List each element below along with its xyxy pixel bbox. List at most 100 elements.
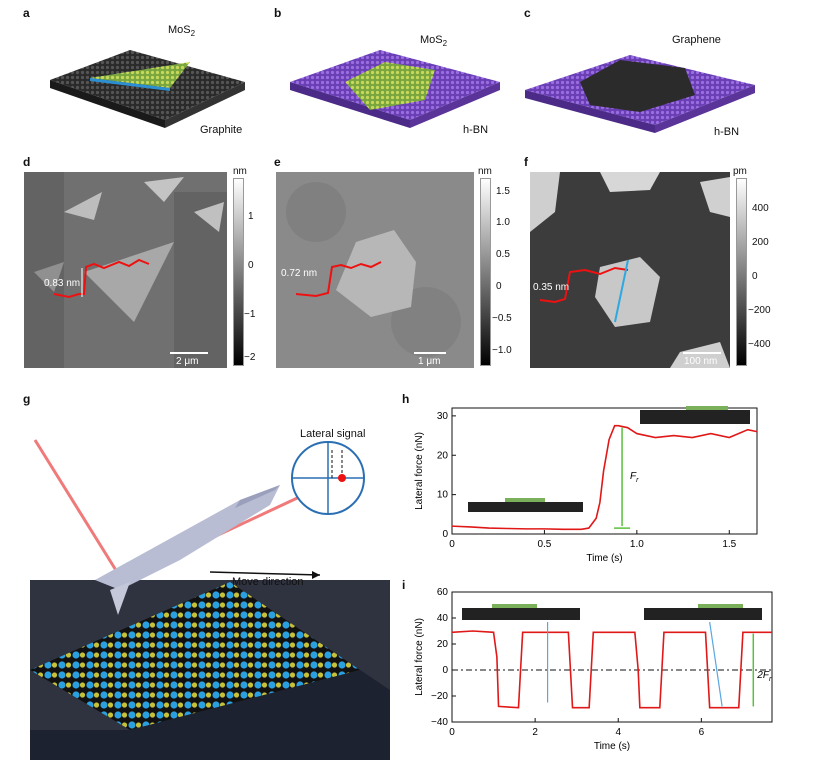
panel-e-afm-image xyxy=(276,172,474,368)
y-tick-label: 0 xyxy=(442,529,448,540)
panel-e-tick-4: −0.5 xyxy=(492,313,512,324)
panel-d-scale-text: 2 μm xyxy=(176,356,199,367)
panel-b-hbn-label: h-BN xyxy=(463,124,489,136)
panel-f-height-profile xyxy=(539,259,629,323)
panel-label-e: e xyxy=(274,155,281,169)
panel-c-graphene-label: Graphene xyxy=(672,34,721,46)
series-line xyxy=(451,424,758,531)
panel-d-tick-0: 1 xyxy=(248,211,254,222)
series-line xyxy=(451,630,772,709)
panel-h-chart: 0 0.5 1.0 1.5 0 10 20 30 Time (s) Lateral force (… xyxy=(414,406,758,564)
substrate-left xyxy=(462,608,580,620)
panel-e-tick-2: 0.5 xyxy=(496,249,510,260)
x-axis-label: Time (s) xyxy=(594,741,630,752)
panel-f-afm-image xyxy=(530,172,730,368)
panel-e-tick-5: −1.0 xyxy=(492,345,512,356)
panel-e-tick-1: 1.0 xyxy=(496,217,510,228)
panel-f-colorbar xyxy=(736,178,747,366)
x-tick-label: 4 xyxy=(615,727,621,738)
mos2-text-b: MoS xyxy=(420,34,443,46)
panel-d-colorbar-unit: nm xyxy=(233,166,247,177)
panel-label-g: g xyxy=(23,392,31,406)
substrate-after xyxy=(640,410,750,424)
panel-d-height-profile xyxy=(53,258,150,299)
force-label: Fr xyxy=(630,471,639,484)
panel-e-scale-text: 1 μm xyxy=(418,356,441,367)
panel-b-illustration xyxy=(275,20,515,140)
panel-label-c: c xyxy=(524,6,531,20)
y-tick-label: 0 xyxy=(442,665,448,676)
force-label-sub: r xyxy=(636,477,639,484)
y-tick-label: 20 xyxy=(437,450,449,461)
y-tick-label: −40 xyxy=(431,717,448,728)
flake-right xyxy=(698,604,743,608)
panel-d-afm-image xyxy=(24,172,227,368)
y-tick-label: 30 xyxy=(437,411,449,422)
panel-d-tick-3: −2 xyxy=(244,352,256,363)
x-tick-label: 2 xyxy=(532,727,538,738)
x-tick-label: 1.0 xyxy=(630,539,644,550)
panel-g-lateral-signal-label: Lateral signal xyxy=(300,428,366,440)
flake-left xyxy=(492,604,537,608)
panel-e-scale-bar xyxy=(414,352,446,354)
panel-e-tick-3: 0 xyxy=(496,281,502,292)
panel-e-tick-0: 1.5 xyxy=(496,186,510,197)
panel-f-colorbar-unit: pm xyxy=(733,166,747,177)
mos2-sub-b: 2 xyxy=(442,39,448,49)
panel-d-colorbar xyxy=(233,178,244,366)
panel-e-step-height: 0.72 nm xyxy=(281,268,318,279)
force-label-i-sub: r xyxy=(769,676,772,683)
y-tick-label: 60 xyxy=(437,587,449,598)
panel-label-b: b xyxy=(274,6,282,20)
panel-g-illustration xyxy=(30,400,390,760)
panel-e-colorbar-unit: nm xyxy=(478,166,492,177)
panel-i-chart: 0 2 4 6 −40 −20 0 20 40 60 Time (s) Lateral force (… xyxy=(414,587,773,752)
panel-f-tick-2: 0 xyxy=(752,271,758,282)
substrate-before xyxy=(468,502,583,512)
plot-frame xyxy=(451,591,773,723)
panel-a-mos2-label: MoS2 xyxy=(168,24,195,38)
flake-before xyxy=(505,498,545,502)
panel-d-step-height: 0.83 nm xyxy=(44,278,81,289)
force-label-i: 2Fr xyxy=(756,670,772,683)
y-tick-label: 40 xyxy=(437,613,449,624)
panel-c-hbn-label: h-BN xyxy=(714,126,740,138)
mos2-sub: 2 xyxy=(190,29,196,39)
panel-d-tick-2: −1 xyxy=(244,309,256,320)
panel-f-tick-3: −200 xyxy=(748,305,771,316)
x-tick-label: 0.5 xyxy=(537,539,551,550)
mos2-text: MoS xyxy=(168,24,191,36)
panel-e-height-profile xyxy=(295,261,382,298)
panel-f-tick-1: 200 xyxy=(752,237,769,248)
panel-label-i: i xyxy=(402,578,406,592)
blue-arrow-right xyxy=(709,621,723,707)
panel-b-mos2-label: MoS2 xyxy=(420,34,447,48)
x-tick-label: 1.5 xyxy=(722,539,736,550)
panel-d-scale-bar xyxy=(170,352,208,354)
plot-frame xyxy=(451,407,758,535)
panel-d-tick-1: 0 xyxy=(248,260,254,271)
y-axis-label: Lateral force (nN) xyxy=(414,618,425,696)
panel-a-illustration xyxy=(30,20,260,140)
panel-f-scale-text: 100 nm xyxy=(684,356,718,367)
y-axis-label: Lateral force (nN) xyxy=(414,432,425,510)
panel-e-colorbar xyxy=(480,178,491,366)
panel-f-tick-4: −400 xyxy=(748,339,771,350)
x-tick-label: 6 xyxy=(699,727,705,738)
y-tick-label: −20 xyxy=(431,691,448,702)
y-tick-label: 20 xyxy=(437,639,449,650)
panel-f-scale-bar xyxy=(683,352,721,354)
panel-g-move-direction-label: Move direction xyxy=(232,576,304,588)
panel-f-step-height: 0.35 nm xyxy=(533,282,570,293)
panel-label-f: f xyxy=(524,155,528,169)
panel-f-tick-0: 400 xyxy=(752,203,769,214)
panel-label-h: h xyxy=(402,392,410,406)
panel-label-a: a xyxy=(23,6,30,20)
panel-a-graphite-label: Graphite xyxy=(200,124,243,136)
x-tick-label: 0 xyxy=(449,539,455,550)
flake-after xyxy=(686,406,728,410)
y-tick-label: 10 xyxy=(437,490,449,501)
panel-c-illustration xyxy=(520,20,770,140)
x-tick-label: 0 xyxy=(449,727,455,738)
panel-label-d: d xyxy=(23,155,31,169)
